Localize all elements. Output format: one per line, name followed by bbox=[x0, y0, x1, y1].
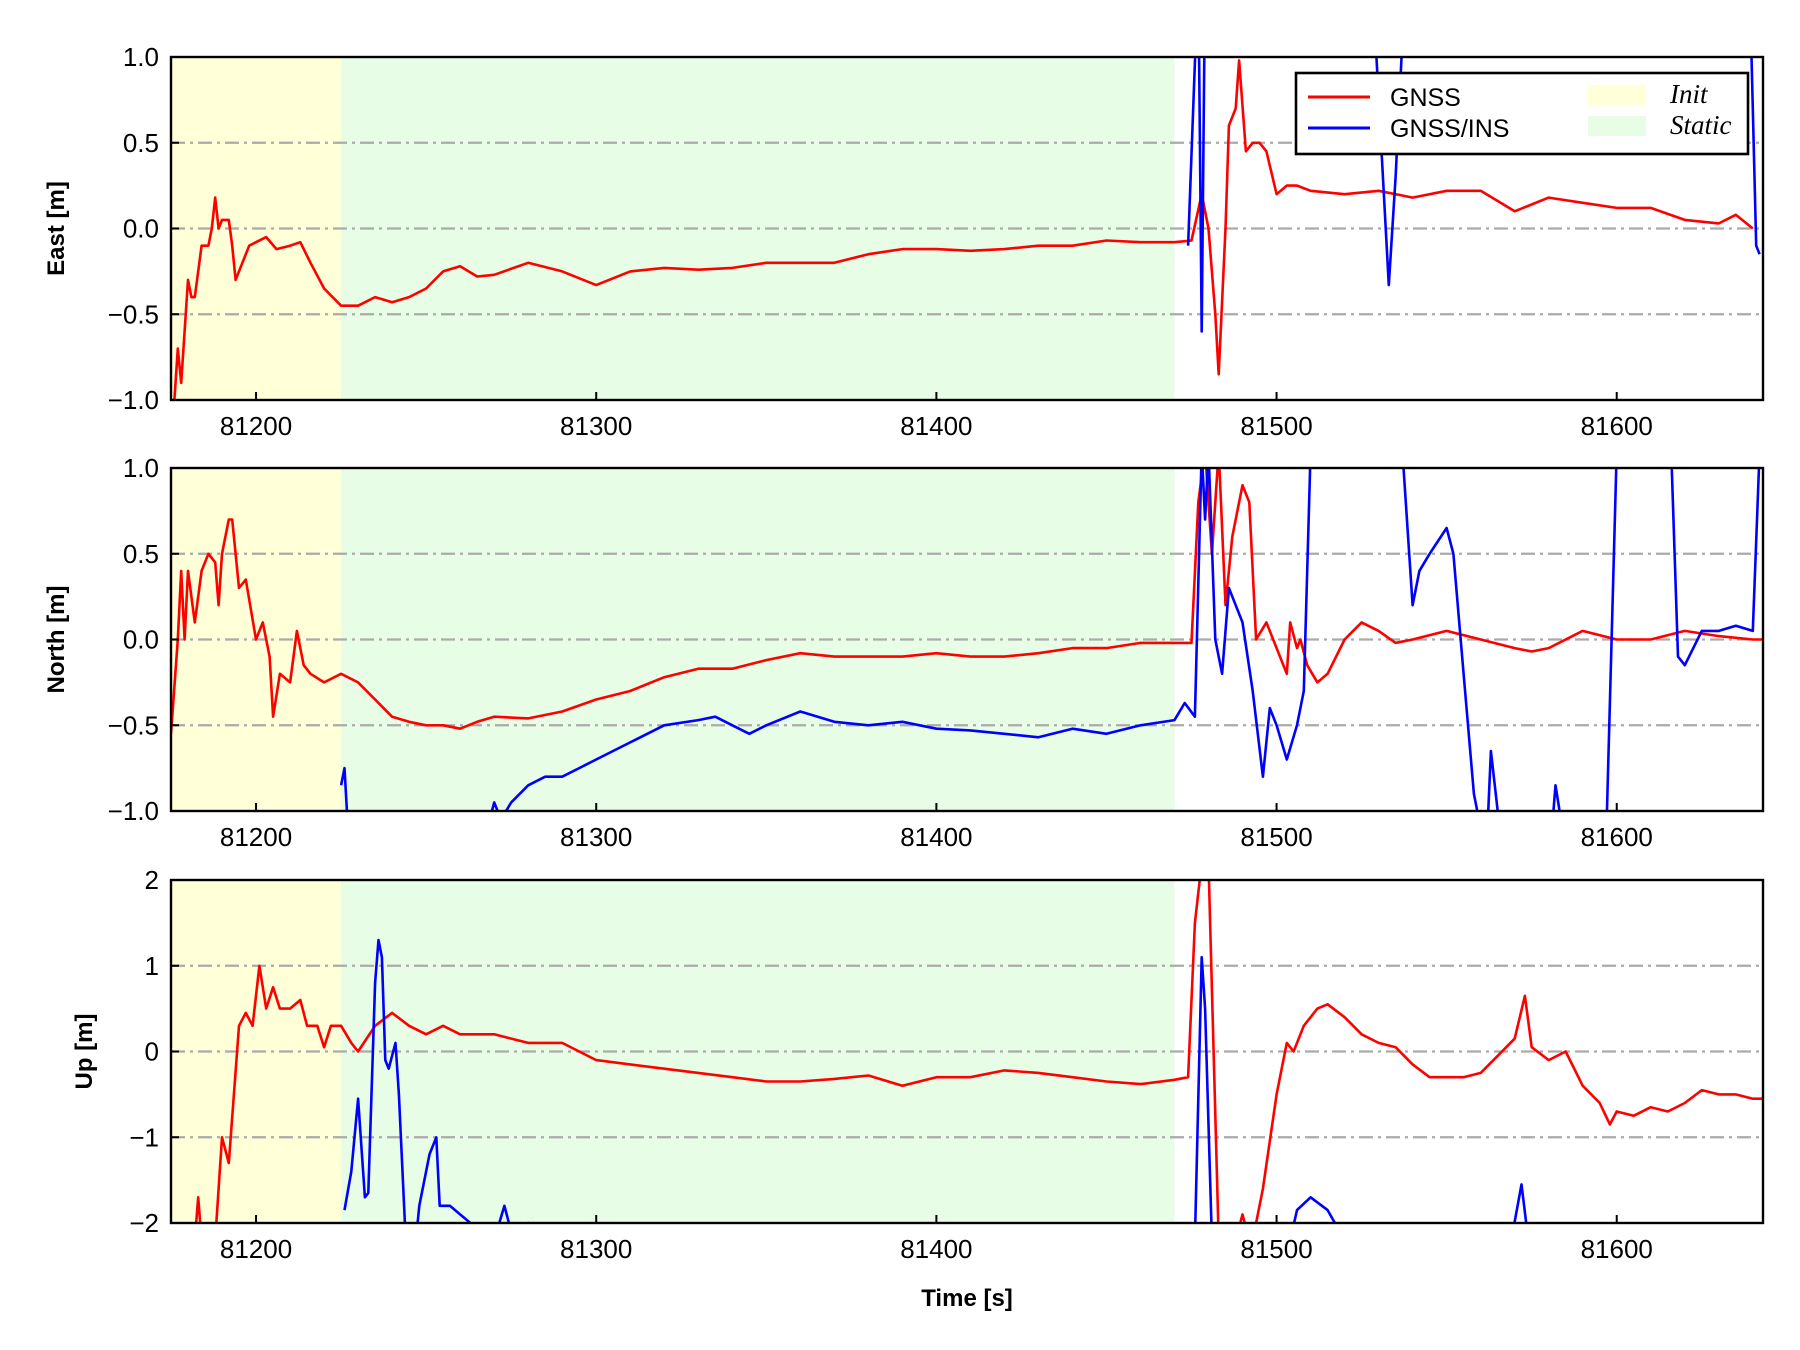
y-tick-label: 0.5 bbox=[123, 539, 159, 569]
x-tick-label: 81500 bbox=[1240, 822, 1312, 852]
y-tick-label: −2 bbox=[129, 1208, 159, 1238]
y-tick-label: −1.0 bbox=[108, 385, 159, 415]
x-tick-label: 81400 bbox=[900, 411, 972, 441]
x-tick-label: 81600 bbox=[1581, 411, 1653, 441]
panel-north: 81200 81300 81400 81500 81600 1.0 0.5 0.0 −0.5 −1… bbox=[43, 453, 1765, 852]
series-line-gnss-ins bbox=[1186, 57, 1761, 333]
legend-swatch-patch bbox=[1588, 85, 1646, 105]
x-tick-label: 81300 bbox=[560, 411, 632, 441]
x-tick-label: 81600 bbox=[1581, 822, 1653, 852]
panel-up: 81200 81300 81400 81500 81600 2 1 0 −1 −2 Up [m] bbox=[71, 865, 1765, 1264]
series-line-gnss bbox=[173, 59, 1754, 400]
legend-box bbox=[1294, 71, 1750, 156]
y-tick-label: 0 bbox=[145, 1037, 159, 1067]
x-tick-label: 81500 bbox=[1240, 1234, 1312, 1264]
series-line-gnss-ins bbox=[339, 468, 1761, 811]
x-tick-label: 81200 bbox=[220, 1234, 292, 1264]
panel-east: 81200 81300 81400 81500 81600 1.0 0.5 0.0 −0.5 −1… bbox=[43, 42, 1765, 441]
y-tick-label: 1 bbox=[145, 951, 159, 981]
legend-label: Static bbox=[1670, 110, 1732, 140]
x-axis-label: Time [s] bbox=[921, 1285, 1013, 1312]
y-axis-label: North [m] bbox=[43, 586, 70, 694]
y-tick-label: 1.0 bbox=[123, 42, 159, 72]
x-tick-label: 81500 bbox=[1240, 411, 1312, 441]
x-tick-label: 81300 bbox=[560, 822, 632, 852]
y-tick-label: 0.5 bbox=[123, 128, 159, 158]
series-line-gnss bbox=[194, 880, 1763, 1223]
panels: 81200 81300 81400 81500 81600 1.0 0.5 0.0 −0.5 −1… bbox=[43, 42, 1765, 1264]
y-axis-label: East [m] bbox=[43, 181, 70, 276]
y-tick-label: 2 bbox=[145, 865, 159, 895]
y-tick-label: −0.5 bbox=[108, 710, 159, 740]
y-tick-label: 0.0 bbox=[123, 214, 159, 244]
legend-swatch-patch bbox=[1588, 116, 1646, 136]
series-line-gnss-ins bbox=[343, 938, 1528, 1223]
y-tick-label: −1 bbox=[129, 1122, 159, 1152]
y-tick-label: 1.0 bbox=[123, 453, 159, 483]
y-tick-label: −0.5 bbox=[108, 299, 159, 329]
x-tick-label: 81200 bbox=[220, 822, 292, 852]
x-tick-label: 81400 bbox=[900, 822, 972, 852]
x-tick-label: 81600 bbox=[1581, 1234, 1653, 1264]
y-tick-label: 0.0 bbox=[123, 625, 159, 655]
x-tick-label: 81300 bbox=[560, 1234, 632, 1264]
legend-label: GNSS/INS bbox=[1390, 115, 1509, 143]
legend-label: Init bbox=[1669, 79, 1709, 109]
y-tick-label: −1.0 bbox=[108, 796, 159, 826]
x-tick-label: 81400 bbox=[900, 1234, 972, 1264]
x-tick-label: 81200 bbox=[220, 411, 292, 441]
series-line-gnss bbox=[171, 468, 1763, 734]
y-axis-label: Up [m] bbox=[71, 1014, 98, 1090]
legend-label: GNSS bbox=[1390, 84, 1461, 112]
